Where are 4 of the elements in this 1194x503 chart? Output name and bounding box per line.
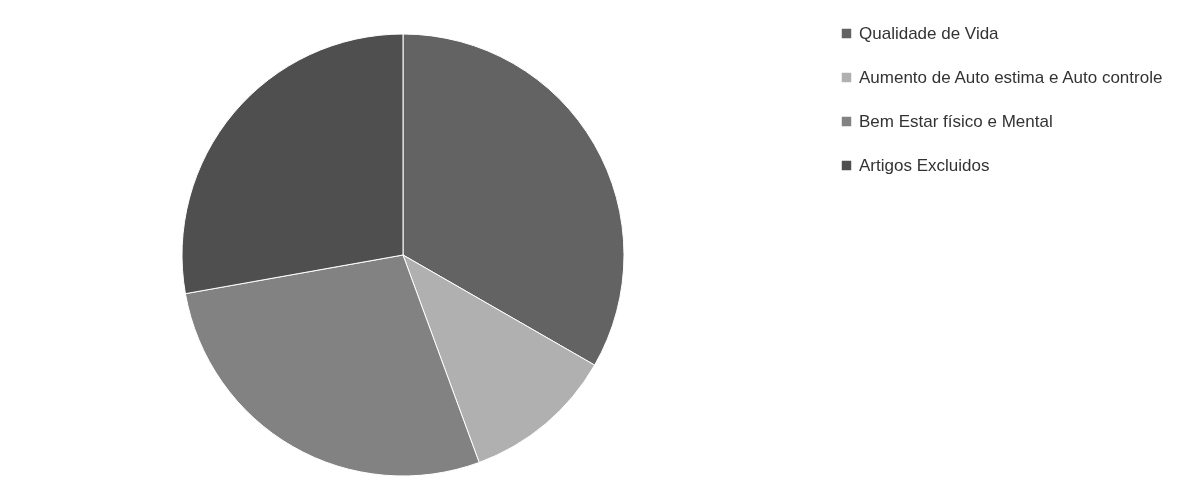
legend-label: Aumento de Auto estima e Auto controle xyxy=(859,67,1163,87)
legend-label: Bem Estar físico e Mental xyxy=(859,111,1053,131)
legend-label: Qualidade de Vida xyxy=(859,23,1000,43)
legend-label: Artigos Excluidos xyxy=(859,155,990,175)
